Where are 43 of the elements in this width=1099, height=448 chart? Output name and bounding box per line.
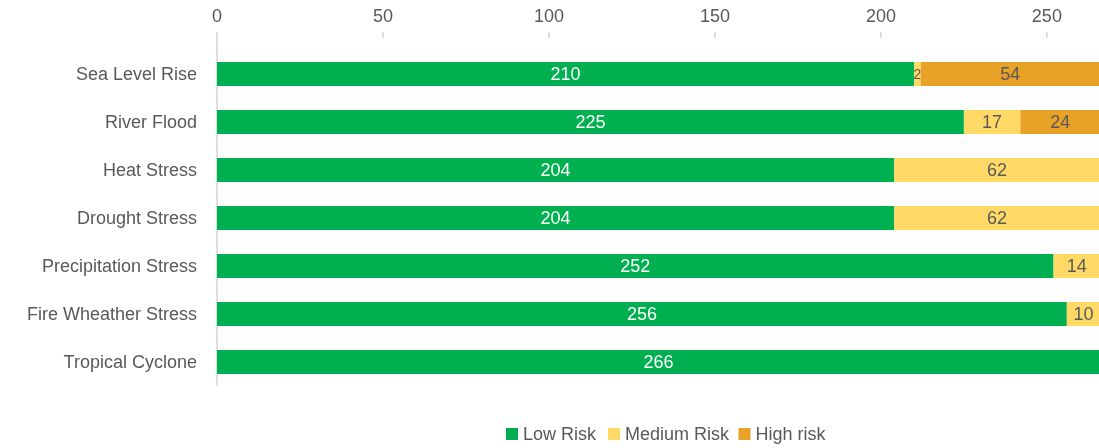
data-label: 24	[1050, 112, 1071, 133]
y-tick-label: Fire Wheather Stress	[26, 304, 197, 325]
data-label: 225	[575, 112, 606, 133]
data-label: 62	[987, 160, 1008, 181]
bar	[217, 350, 1099, 374]
y-tick-label: Tropical Cyclone	[63, 352, 197, 373]
x-tick-label: 100	[533, 6, 564, 26]
data-label: 17	[982, 112, 1003, 133]
legend-label: Medium Risk	[625, 424, 731, 445]
bar	[894, 158, 1099, 182]
bar	[217, 254, 1054, 278]
bar	[217, 302, 1067, 326]
bar	[963, 110, 1021, 134]
bar	[920, 62, 1099, 86]
bar	[894, 206, 1099, 230]
x-tick-label: 250	[1031, 6, 1062, 26]
legend-label: Low Risk	[523, 424, 598, 445]
bar	[217, 110, 964, 134]
bar	[217, 158, 895, 182]
bar	[217, 206, 895, 230]
y-tick-label: Sea Level Rise	[75, 64, 197, 85]
bar	[217, 62, 915, 86]
bar	[1020, 110, 1099, 134]
y-tick-label: Heat Stress	[102, 160, 197, 181]
data-label: 14	[1066, 256, 1087, 277]
y-tick-label: Precipitation Stress	[41, 256, 197, 277]
legend-label: High risk	[755, 424, 827, 445]
data-label: 266	[643, 352, 674, 373]
data-label: 204	[540, 160, 571, 181]
x-tick-label: 0	[211, 6, 223, 26]
x-tick-label: 200	[865, 6, 896, 26]
data-label: 256	[626, 304, 657, 325]
y-tick-label: River Flood	[104, 112, 197, 133]
data-label: 2	[913, 65, 922, 82]
x-tick-label: 150	[699, 6, 730, 26]
data-label: 252	[620, 256, 651, 277]
y-tick-label: Drought Stress	[76, 208, 197, 229]
data-label: 62	[987, 208, 1008, 229]
data-label: 210	[550, 64, 581, 85]
x-tick-label: 50	[372, 6, 393, 26]
data-label: 54	[1000, 64, 1021, 85]
data-label: 10	[1073, 304, 1094, 325]
data-label: 204	[540, 208, 571, 229]
